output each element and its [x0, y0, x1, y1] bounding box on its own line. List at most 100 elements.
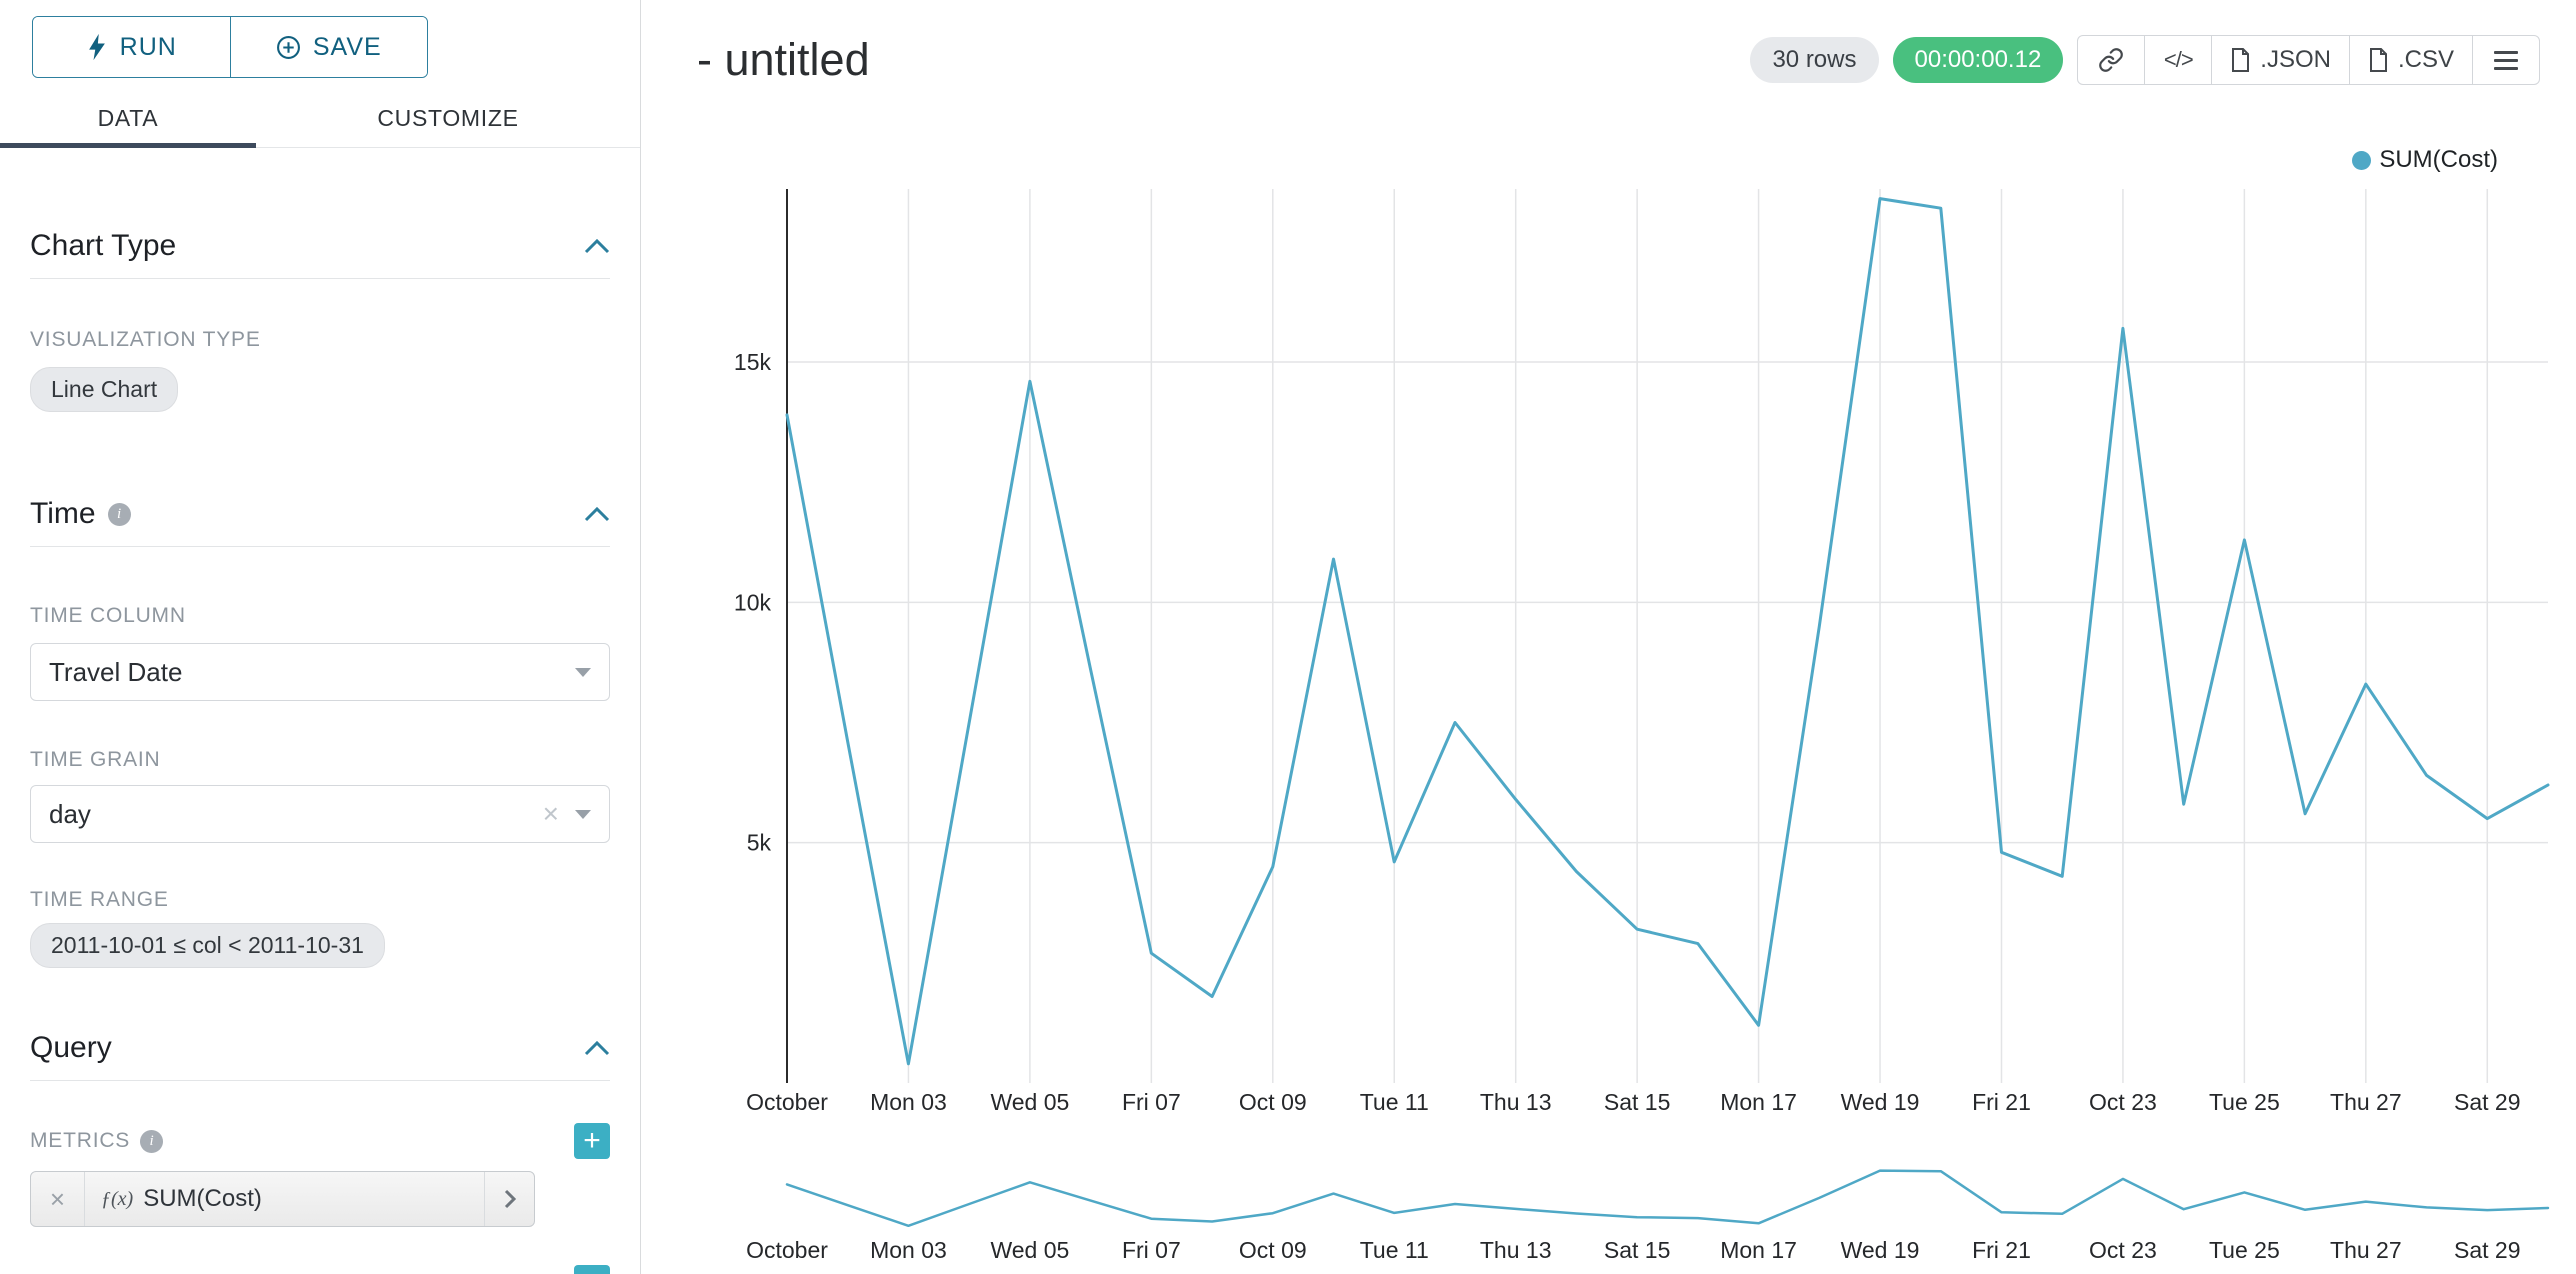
metric-function-badge: ƒ(x)	[101, 1187, 134, 1210]
svg-text:Thu 13: Thu 13	[1480, 1237, 1552, 1263]
caret-down-icon	[575, 667, 591, 677]
chevron-up-icon[interactable]	[584, 1040, 610, 1056]
svg-text:Tue 25: Tue 25	[2209, 1237, 2280, 1263]
svg-text:Thu 27: Thu 27	[2330, 1237, 2402, 1263]
metrics-label: METRICS	[30, 1129, 131, 1152]
info-icon: i	[140, 1129, 164, 1153]
export-button-group: </> .JSON .CSV	[2077, 35, 2540, 85]
add-filter-button[interactable]: +	[574, 1265, 610, 1274]
query-timer-badge: 00:00:00.12	[1892, 37, 2064, 83]
tab-customize[interactable]: CUSTOMIZE	[256, 90, 640, 147]
svg-text:Fri 07: Fri 07	[1122, 1237, 1181, 1263]
export-csv-button[interactable]: .CSV	[2348, 35, 2473, 85]
run-save-button-group: RUN SAVE	[32, 16, 428, 78]
svg-text:Wed 19: Wed 19	[1841, 1089, 1920, 1115]
chart-area: - untitled 30 rows 00:00:00.12 </> .JSON	[641, 0, 2576, 1274]
metrics-control-row: METRICS i +	[30, 1123, 610, 1159]
visualization-type-value[interactable]: Line Chart	[30, 367, 179, 412]
divider	[30, 546, 610, 547]
visualization-type-label: VISUALIZATION TYPE	[30, 328, 261, 351]
chevron-up-icon[interactable]	[584, 238, 610, 254]
chevron-right-icon[interactable]	[484, 1172, 534, 1226]
svg-text:Oct 23: Oct 23	[2089, 1089, 2157, 1115]
svg-text:Thu 27: Thu 27	[2330, 1089, 2402, 1115]
lightning-bolt-icon	[88, 33, 105, 61]
run-button-label: RUN	[119, 32, 177, 61]
svg-text:October: October	[746, 1089, 828, 1115]
filters-label: FILTERS	[30, 1270, 120, 1274]
svg-text:Sat 15: Sat 15	[1604, 1089, 1671, 1115]
section-time-title-text: Time	[30, 497, 96, 530]
plus-circle-icon	[276, 35, 300, 59]
file-icon	[2232, 48, 2250, 72]
code-icon: </>	[2163, 47, 2194, 72]
chevron-up-icon[interactable]	[584, 506, 610, 522]
view-query-button[interactable]: </>	[2144, 35, 2213, 85]
export-json-label: .JSON	[2260, 46, 2331, 73]
svg-text:October: October	[746, 1237, 828, 1263]
section-time-header: Time i	[30, 496, 610, 532]
info-icon: i	[107, 502, 131, 526]
svg-text:10k: 10k	[734, 589, 772, 615]
hamburger-icon	[2494, 50, 2518, 70]
svg-text:Oct 23: Oct 23	[2089, 1237, 2157, 1263]
chart-header: - untitled 30 rows 00:00:00.12 </> .JSON	[697, 34, 2540, 86]
legend-series-dot	[2352, 150, 2372, 170]
metric-token[interactable]: × ƒ(x) SUM(Cost)	[30, 1171, 535, 1227]
add-metric-button[interactable]: +	[574, 1123, 610, 1159]
section-query-header: Query	[30, 1030, 610, 1066]
svg-text:Mon 03: Mon 03	[870, 1237, 947, 1263]
svg-text:5k: 5k	[747, 830, 772, 856]
divider	[30, 278, 610, 279]
time-grain-select[interactable]: day ×	[30, 785, 610, 843]
link-icon	[2099, 48, 2124, 72]
svg-text:Wed 05: Wed 05	[990, 1237, 1069, 1263]
context-brush-chart[interactable]: October Mon 03 Wed 05 Fri 07 Oct 09 Tue 11 Thu…	[641, 1160, 2576, 1274]
time-range-label: TIME RANGE	[30, 888, 169, 911]
time-grain-label: TIME GRAIN	[30, 748, 161, 771]
svg-text:Mon 17: Mon 17	[1720, 1089, 1797, 1115]
section-query-title: Query	[30, 1031, 112, 1064]
remove-metric-icon[interactable]: ×	[31, 1172, 85, 1226]
svg-text:Sat 29: Sat 29	[2454, 1237, 2521, 1263]
run-button[interactable]: RUN	[33, 17, 230, 77]
caret-down-icon	[575, 809, 591, 819]
time-column-label: TIME COLUMN	[30, 604, 186, 627]
time-range-value[interactable]: 2011-10-01 ≤ col < 2011-10-31	[30, 923, 385, 968]
svg-text:Thu 13: Thu 13	[1480, 1089, 1552, 1115]
tab-customize-label: CUSTOMIZE	[377, 105, 519, 131]
control-panel-sidebar: RUN SAVE DATA CUSTOMIZE Chart Type V	[0, 0, 641, 1274]
time-grain-value: day	[49, 798, 91, 829]
chart-header-controls: 30 rows 00:00:00.12 </> .JSON .	[1750, 35, 2540, 85]
row-count-badge: 30 rows	[1750, 37, 1879, 83]
svg-text:Fri 21: Fri 21	[1972, 1237, 2031, 1263]
tab-data-label: DATA	[97, 105, 159, 131]
main-line-chart[interactable]: 5k 10k 15k October Mon 03 Wed 05 Fri 07 Oct 09 T…	[641, 160, 2576, 1160]
clear-icon[interactable]: ×	[542, 798, 559, 829]
save-button-label: SAVE	[312, 32, 382, 61]
svg-text:Fri 07: Fri 07	[1122, 1089, 1181, 1115]
svg-text:Tue 11: Tue 11	[1360, 1237, 1429, 1263]
svg-text:Sat 15: Sat 15	[1604, 1237, 1671, 1263]
svg-text:Oct 09: Oct 09	[1239, 1237, 1307, 1263]
chart-title: - untitled	[697, 34, 870, 85]
svg-text:Oct 09: Oct 09	[1239, 1089, 1307, 1115]
svg-text:Tue 11: Tue 11	[1360, 1089, 1429, 1115]
svg-text:Wed 05: Wed 05	[990, 1089, 1069, 1115]
svg-text:Wed 19: Wed 19	[1841, 1237, 1920, 1263]
time-column-select[interactable]: Travel Date	[30, 643, 610, 701]
share-link-button[interactable]	[2077, 35, 2146, 85]
export-json-button[interactable]: .JSON	[2211, 35, 2350, 85]
filters-control-row: FILTERS +	[30, 1265, 610, 1274]
section-chart-type-title: Chart Type	[30, 229, 177, 262]
section-time-title: Time i	[30, 496, 131, 532]
svg-text:Sat 29: Sat 29	[2454, 1089, 2521, 1115]
svg-text:15k: 15k	[734, 349, 772, 375]
controls-scroll-panel: Chart Type VISUALIZATION TYPE Line Chart…	[0, 148, 640, 1274]
tab-data[interactable]: DATA	[0, 90, 256, 147]
save-button[interactable]: SAVE	[229, 17, 427, 77]
svg-text:Mon 03: Mon 03	[870, 1089, 947, 1115]
chart-legend[interactable]: SUM(Cost)	[2352, 146, 2498, 174]
menu-button[interactable]	[2472, 35, 2540, 85]
